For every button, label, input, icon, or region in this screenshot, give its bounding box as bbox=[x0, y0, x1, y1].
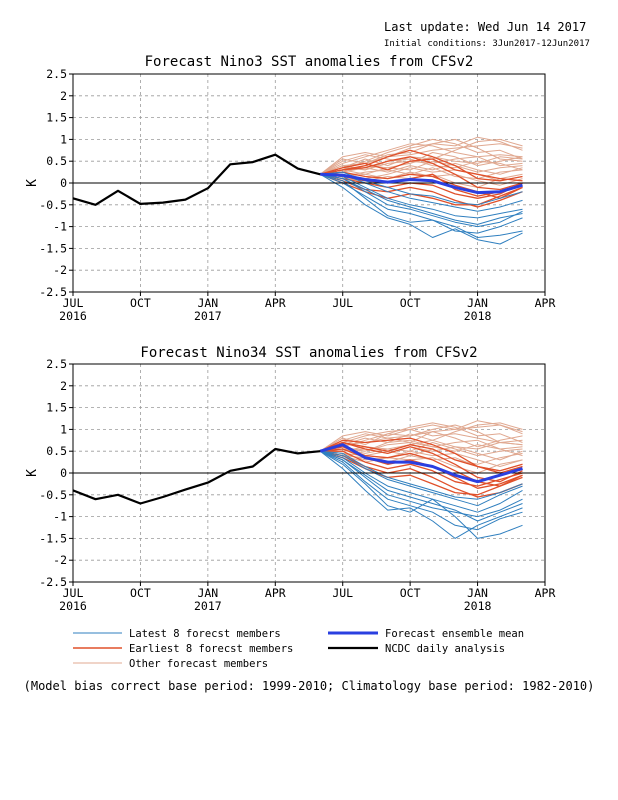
forecast-member-other bbox=[319, 431, 523, 452]
y-tick-label: -2.5 bbox=[39, 285, 67, 299]
forecast-member-latest bbox=[320, 173, 523, 228]
y-tick-label: 2 bbox=[60, 89, 67, 103]
x-tick-label: JUL bbox=[63, 586, 84, 600]
x-tick-year-label: 2017 bbox=[194, 599, 222, 613]
forecast-member-earliest bbox=[319, 437, 523, 472]
x-tick-year-label: 2017 bbox=[194, 309, 222, 323]
forecast-member-latest bbox=[320, 173, 523, 225]
forecast-member-latest bbox=[320, 173, 523, 219]
x-tick-label: JUL bbox=[332, 586, 353, 600]
forecast-member-earliest bbox=[320, 149, 523, 182]
y-tick-label: -0.5 bbox=[39, 198, 67, 212]
forecast-member-earliest bbox=[320, 450, 523, 487]
nino34-chart-panel: Forecast Nino34 SST anomalies from CFSv2… bbox=[25, 345, 555, 613]
forecast-member-latest bbox=[319, 173, 523, 245]
x-tick-label: OCT bbox=[400, 586, 421, 600]
legend-label-analysis: NCDC daily analysis bbox=[385, 643, 505, 655]
x-tick-year-label: 2016 bbox=[59, 599, 87, 613]
ensemble-mean-line bbox=[319, 443, 523, 484]
x-tick-year-label: 2016 bbox=[59, 309, 87, 323]
y-tick-label: 0 bbox=[60, 176, 67, 190]
plot-frame bbox=[72, 73, 546, 293]
forecast-member-latest bbox=[320, 450, 523, 522]
forecast-member-other bbox=[320, 424, 523, 452]
forecast-member-latest bbox=[320, 450, 523, 513]
initial-conditions-text: Initial conditions: 3Jun2017-12Jun2017 bbox=[384, 39, 590, 49]
forecast-member-latest bbox=[320, 450, 523, 500]
footer-note: (Model bias correct base period: 1999-20… bbox=[24, 679, 595, 693]
y-tick-label: -0.5 bbox=[39, 488, 67, 502]
forecast-member-other bbox=[319, 420, 523, 452]
y-tick-label: -2 bbox=[53, 263, 67, 277]
ensemble-mean-line bbox=[320, 172, 523, 195]
x-tick-label: JAN bbox=[197, 586, 218, 600]
x-tick-label: APR bbox=[535, 586, 556, 600]
y-tick-label: 2.5 bbox=[46, 67, 67, 81]
forecast-member-other bbox=[319, 152, 523, 175]
forecast-member-other bbox=[319, 136, 523, 175]
forecast-member-earliest bbox=[319, 173, 523, 206]
x-tick-label: JAN bbox=[467, 586, 488, 600]
x-tick-label: JUL bbox=[63, 296, 84, 310]
forecast-member-latest bbox=[320, 173, 523, 234]
y-tick-label: -2.5 bbox=[39, 575, 67, 589]
forecast-member-latest bbox=[319, 450, 523, 539]
x-tick-year-label: 2018 bbox=[464, 599, 492, 613]
x-tick-label: OCT bbox=[400, 296, 421, 310]
y-axis-label: K bbox=[25, 179, 40, 187]
y-tick-label: 0.5 bbox=[46, 444, 67, 458]
legend: Latest 8 forecst members Earliest 8 forec… bbox=[73, 628, 524, 670]
forecast-member-earliest bbox=[320, 158, 523, 182]
forecast-member-earliest bbox=[320, 171, 523, 199]
forecast-member-other bbox=[320, 448, 523, 465]
y-tick-label: 1.5 bbox=[46, 111, 67, 125]
legend-label-earliest: Earliest 8 forecst members bbox=[129, 643, 293, 655]
x-tick-label: OCT bbox=[130, 586, 151, 600]
y-tick-label: 1.5 bbox=[46, 401, 67, 415]
y-tick-label: 1 bbox=[60, 422, 67, 436]
ncdc-analysis-line bbox=[72, 153, 321, 206]
forecast-member-earliest bbox=[320, 173, 523, 199]
y-tick-label: -1 bbox=[53, 220, 67, 234]
forecast-member-other bbox=[320, 162, 523, 175]
chart-title: Forecast Nino34 SST anomalies from CFSv2 bbox=[140, 345, 477, 361]
last-update-text: Last update: Wed Jun 14 2017 bbox=[384, 20, 586, 34]
y-tick-label: 0.5 bbox=[46, 154, 67, 168]
y-tick-label: -2 bbox=[53, 553, 67, 567]
y-axis-label: K bbox=[25, 469, 40, 477]
y-tick-label: -1.5 bbox=[39, 531, 67, 545]
legend-label-latest: Latest 8 forecst members bbox=[129, 628, 281, 640]
x-tick-year-label: 2018 bbox=[464, 309, 492, 323]
legend-label-other: Other forecast members bbox=[129, 658, 268, 670]
plot-frame bbox=[72, 363, 546, 583]
x-tick-label: APR bbox=[535, 296, 556, 310]
y-tick-label: -1.5 bbox=[39, 241, 67, 255]
y-tick-label: 1 bbox=[60, 132, 67, 146]
forecast-member-earliest bbox=[319, 441, 523, 474]
x-tick-label: APR bbox=[265, 586, 286, 600]
forecast-member-other bbox=[319, 143, 523, 175]
x-tick-label: JUL bbox=[332, 296, 353, 310]
forecast-member-latest bbox=[320, 450, 523, 507]
x-tick-label: JAN bbox=[467, 296, 488, 310]
ncdc-analysis-line bbox=[72, 447, 321, 505]
x-tick-label: APR bbox=[265, 296, 286, 310]
x-tick-label: JAN bbox=[197, 296, 218, 310]
y-tick-label: 0 bbox=[60, 466, 67, 480]
forecast-member-latest bbox=[320, 450, 523, 518]
forecast-member-latest bbox=[319, 450, 523, 531]
y-tick-label: -1 bbox=[53, 510, 67, 524]
legend-label-mean: Forecast ensemble mean bbox=[385, 628, 524, 640]
y-tick-label: 2 bbox=[60, 379, 67, 393]
nino3-chart-panel: Forecast Nino3 SST anomalies from CFSv2 2… bbox=[25, 54, 555, 323]
forecast-member-other bbox=[319, 138, 523, 175]
forecast-member-other bbox=[320, 143, 523, 175]
chart-title: Forecast Nino3 SST anomalies from CFSv2 bbox=[145, 54, 474, 70]
forecast-member-latest bbox=[319, 450, 523, 539]
y-tick-label: 2.5 bbox=[46, 357, 67, 371]
x-tick-label: OCT bbox=[130, 296, 151, 310]
forecast-member-earliest bbox=[320, 450, 523, 496]
